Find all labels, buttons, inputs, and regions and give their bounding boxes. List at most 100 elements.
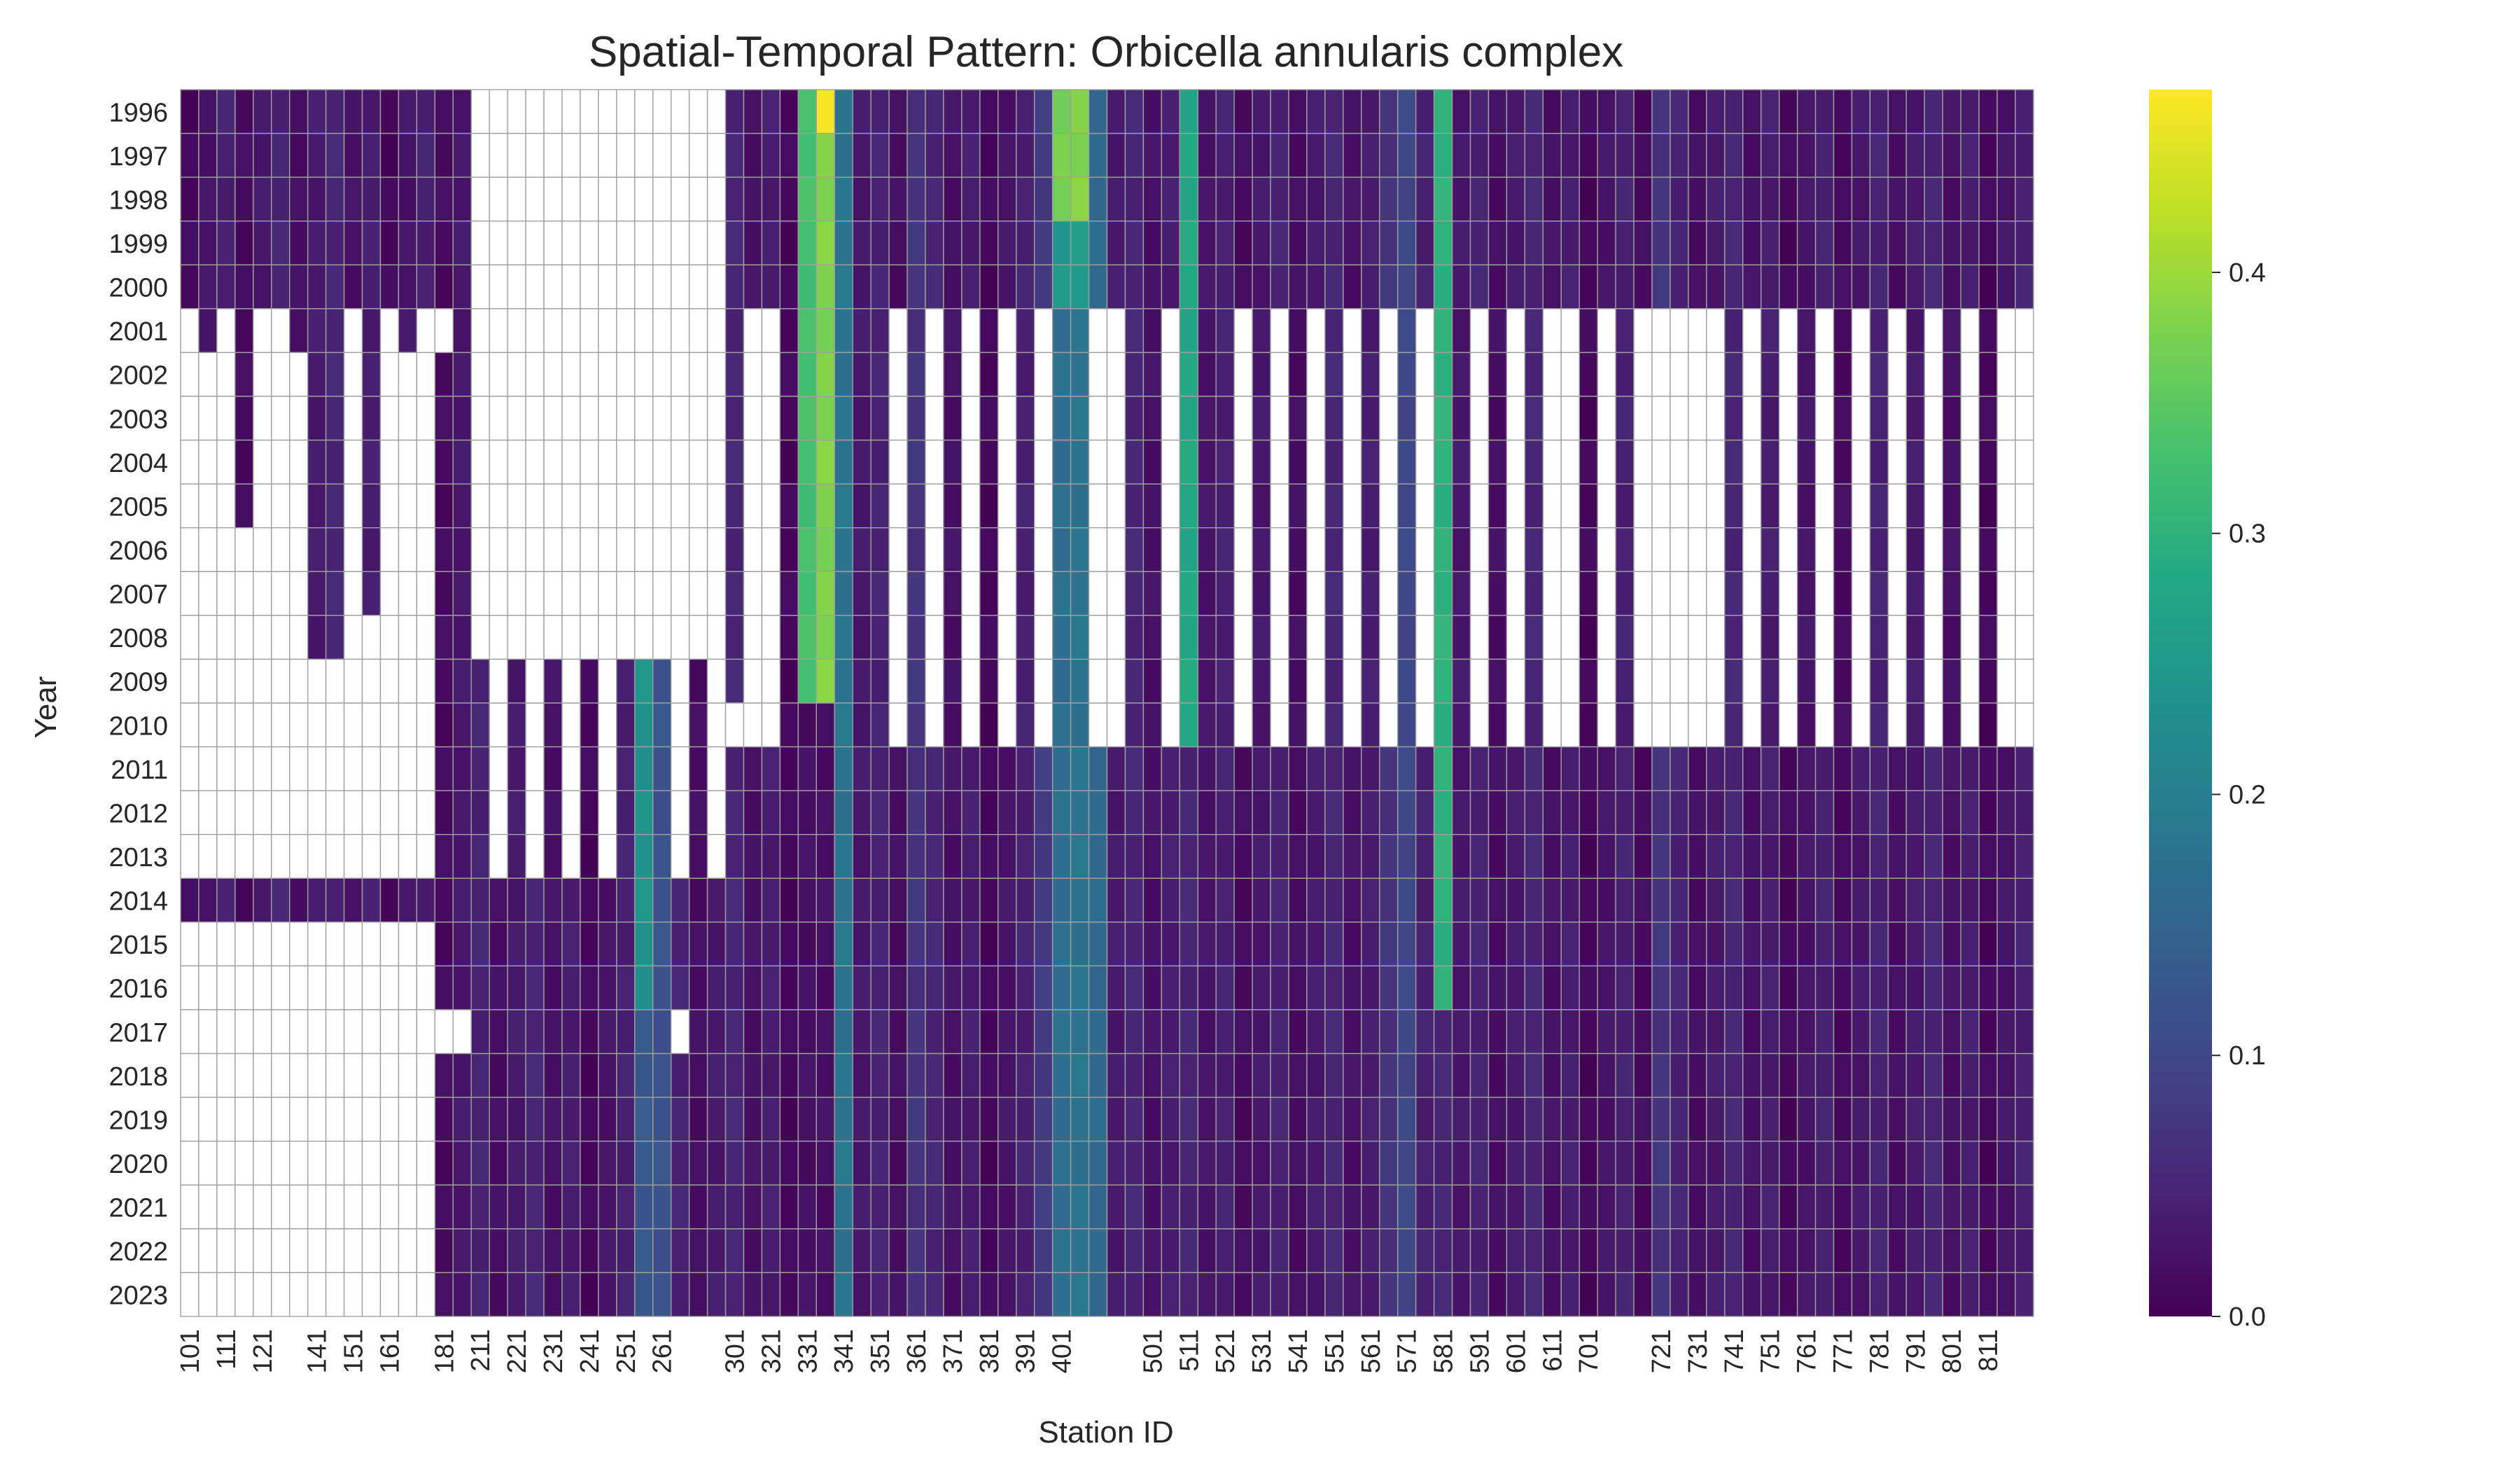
- heatmap-cell: [1033, 615, 1054, 660]
- heatmap-cell: [816, 1097, 835, 1142]
- heatmap-cell: [1124, 965, 1144, 1010]
- y-tick-label: 2008: [108, 624, 168, 653]
- heatmap-cell: [434, 571, 454, 616]
- heatmap-cell: [2015, 746, 2034, 791]
- heatmap-cell: [1142, 702, 1163, 748]
- heatmap-cell: [1887, 527, 1907, 572]
- heatmap-cell: [1814, 1141, 1835, 1186]
- y-tick-label: 1998: [108, 186, 168, 215]
- heatmap-cell: [870, 746, 890, 791]
- heatmap-cell: [1343, 483, 1362, 529]
- heatmap-cell: [1070, 132, 1090, 178]
- heatmap-cell: [434, 1141, 454, 1186]
- heatmap-cell: [925, 439, 944, 485]
- heatmap-cell: [1270, 1228, 1289, 1274]
- heatmap-cell: [1978, 527, 1998, 572]
- heatmap-cell: [1270, 221, 1289, 265]
- heatmap-cell: [1506, 1184, 1526, 1230]
- heatmap-cell: [1942, 790, 1961, 835]
- heatmap-cell: [1215, 176, 1235, 222]
- heatmap-cell: [1760, 702, 1780, 748]
- heatmap-cell: [1179, 132, 1198, 178]
- heatmap-cell: [1088, 1272, 1108, 1317]
- heatmap-cell: [198, 1009, 218, 1055]
- heatmap-cell: [1978, 89, 1998, 134]
- heatmap-cell: [1233, 527, 1253, 572]
- heatmap-cell: [525, 702, 545, 748]
- heatmap-cell: [1960, 483, 1980, 529]
- heatmap-cell: [1469, 834, 1490, 879]
- heatmap-cell: [1324, 308, 1344, 354]
- heatmap-cell: [1869, 132, 1889, 178]
- heatmap-cell: [1070, 483, 1090, 529]
- heatmap-cell: [2015, 1141, 2034, 1186]
- heatmap-cell: [1760, 439, 1780, 485]
- heatmap-cell: [1524, 702, 1544, 748]
- heatmap-cell: [1778, 922, 1798, 967]
- heatmap-cell: [271, 790, 290, 835]
- heatmap-cell: [452, 483, 472, 529]
- heatmap-cell: [1960, 176, 1980, 222]
- heatmap-cell: [325, 615, 345, 660]
- heatmap-cell: [1524, 1272, 1544, 1317]
- heatmap-cell: [561, 308, 581, 354]
- heatmap-cell: [561, 922, 581, 967]
- heatmap-cell: [253, 1228, 272, 1274]
- heatmap-cell: [434, 1052, 454, 1098]
- heatmap-cell: [779, 922, 799, 967]
- heatmap-cell: [216, 1228, 236, 1274]
- heatmap-cell: [598, 1272, 617, 1317]
- heatmap-cell: [1978, 877, 1998, 923]
- heatmap-cell: [2015, 615, 2034, 660]
- heatmap-cell: [216, 439, 236, 485]
- heatmap-cell: [816, 132, 835, 178]
- heatmap-cell: [852, 702, 872, 748]
- heatmap-cell: [543, 1141, 563, 1186]
- heatmap-cell: [1451, 308, 1471, 354]
- heatmap-cell: [888, 176, 908, 222]
- heatmap-cell: [1343, 1228, 1362, 1274]
- heatmap-cell: [634, 615, 654, 660]
- heatmap-cell: [1670, 439, 1689, 485]
- heatmap-cell: [670, 1052, 690, 1098]
- heatmap-cell: [489, 1141, 508, 1186]
- heatmap-cell: [743, 615, 763, 660]
- heatmap-cell: [470, 483, 490, 529]
- heatmap-cell: [1869, 527, 1889, 572]
- heatmap-cell: [598, 483, 617, 529]
- heatmap-cell: [1288, 1272, 1308, 1317]
- heatmap-cell: [1106, 965, 1126, 1010]
- heatmap-cell: [761, 615, 781, 660]
- heatmap-cell: [761, 834, 781, 879]
- heatmap-cell: [906, 352, 926, 397]
- heatmap-cell: [616, 571, 636, 616]
- heatmap-cell: [1597, 1097, 1616, 1142]
- heatmap-cell: [688, 352, 708, 397]
- heatmap-cell: [1778, 965, 1798, 1010]
- heatmap-cell: [1778, 89, 1798, 134]
- heatmap-cell: [1179, 483, 1198, 529]
- heatmap-cell: [797, 965, 817, 1010]
- heatmap-cell: [670, 702, 690, 748]
- heatmap-cell: [325, 746, 345, 791]
- heatmap-cell: [1506, 1228, 1526, 1274]
- heatmap-cell: [361, 132, 382, 178]
- heatmap-cell: [180, 527, 200, 572]
- heatmap-cell: [634, 1052, 654, 1098]
- heatmap-cell: [616, 922, 636, 967]
- heatmap-cell: [1469, 1052, 1490, 1098]
- heatmap-cell: [1469, 352, 1490, 397]
- heatmap-cell: [1016, 790, 1035, 835]
- x-tick-label: 761: [1793, 1329, 1822, 1373]
- heatmap-cell: [289, 483, 309, 529]
- heatmap-cell: [1124, 877, 1144, 923]
- heatmap-cell: [1760, 221, 1780, 265]
- heatmap-cell: [343, 264, 363, 310]
- heatmap-cell: [1706, 877, 1726, 923]
- heatmap-cell: [2015, 790, 2034, 835]
- heatmap-cell: [706, 790, 727, 835]
- heatmap-cell: [1288, 658, 1308, 704]
- heatmap-cell: [489, 1272, 508, 1317]
- heatmap-cell: [816, 89, 835, 134]
- heatmap-cell: [943, 702, 962, 748]
